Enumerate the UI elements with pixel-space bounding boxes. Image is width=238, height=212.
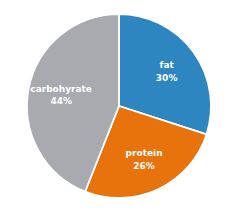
slice-value-label: 30% <box>156 73 178 83</box>
slice-value-label: 44% <box>50 96 72 106</box>
labels: fat 30% protein 26% carbohyrate 44% <box>30 60 177 170</box>
pie-slice <box>27 14 119 192</box>
slice-label: carbohyrate <box>30 84 92 94</box>
pie-chart: fat 30% protein 26% carbohyrate 44% <box>0 0 238 212</box>
slice-value-label: 26% <box>133 161 155 171</box>
chart-container: fat 30% protein 26% carbohyrate 44% <box>0 0 238 212</box>
slices <box>27 14 211 198</box>
slice-label: fat <box>159 60 174 70</box>
slice-label: protein <box>126 148 163 158</box>
